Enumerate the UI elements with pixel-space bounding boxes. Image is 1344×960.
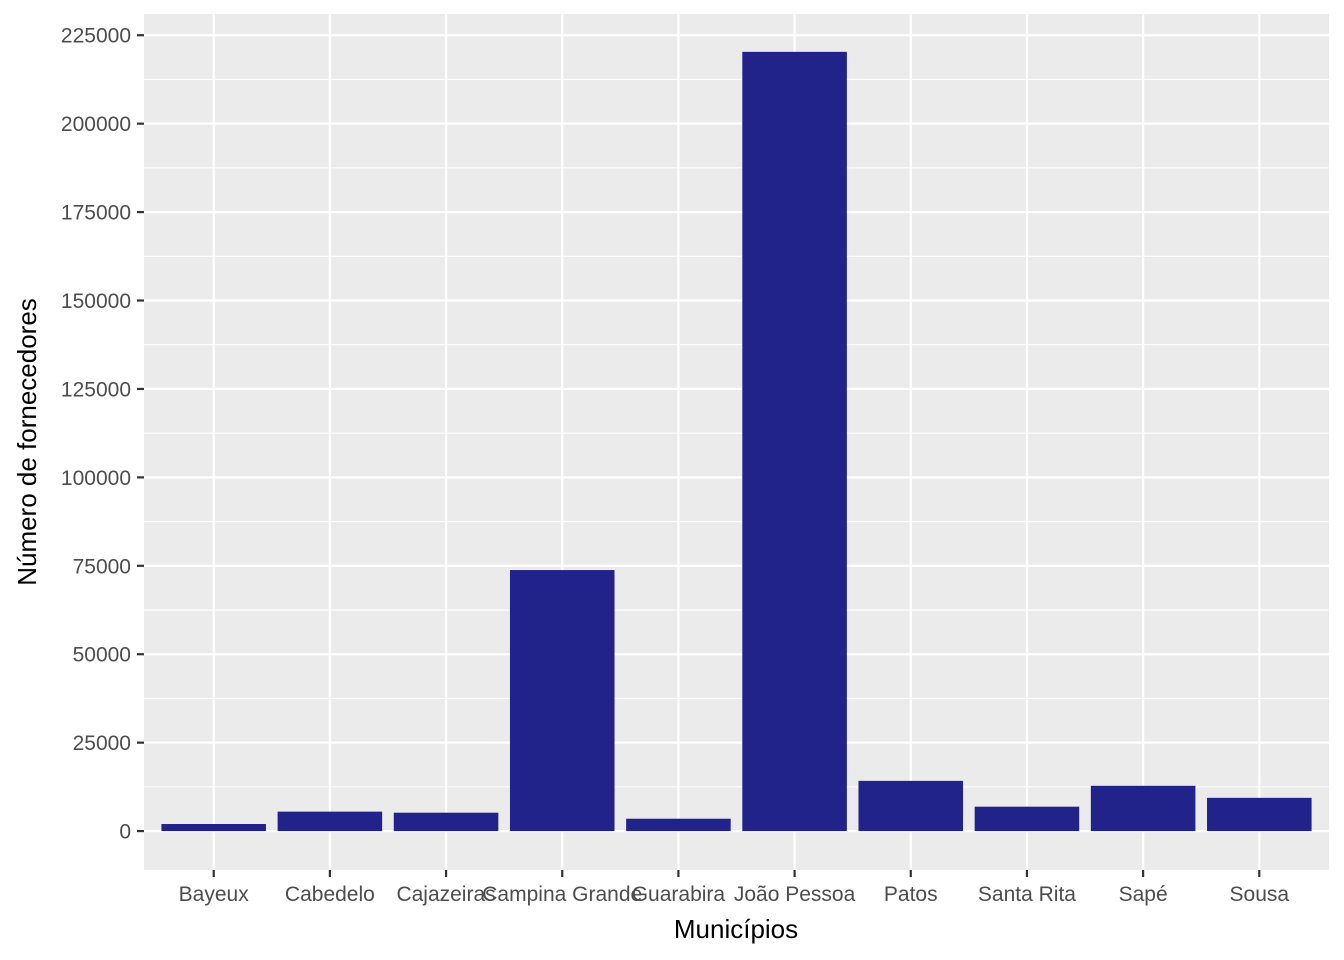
x-tick-label: Guarabira: [632, 883, 726, 906]
y-axis-title: Número de fornecedores: [12, 298, 42, 586]
y-tick-label: 125000: [61, 378, 131, 401]
x-tick-label: Sousa: [1230, 883, 1290, 906]
y-tick-label: 175000: [61, 202, 131, 225]
bar-cajazeiras: [393, 812, 499, 832]
y-tick-label: 225000: [61, 25, 131, 48]
x-tick-label: Cabedelo: [285, 883, 375, 906]
x-tick-label: João Pessoa: [734, 883, 856, 906]
bar-santa-rita: [974, 806, 1080, 832]
plot-panel: [144, 14, 1329, 870]
x-tick-label: Campina Grande: [482, 883, 642, 906]
bar-cabedelo: [277, 811, 383, 832]
bar-patos: [858, 780, 964, 832]
major-gridlines: [144, 14, 1329, 870]
y-tick-label: 150000: [61, 290, 131, 313]
bar-bayeux: [161, 824, 266, 832]
x-tick-label: Patos: [884, 883, 938, 906]
x-axis-title: Municípios: [674, 914, 798, 944]
bar-guarabira: [626, 818, 731, 832]
y-tick-label: 25000: [73, 732, 131, 755]
bars: [161, 51, 1312, 832]
y-tick-label: 75000: [73, 555, 131, 578]
y-tick-label: 200000: [61, 113, 131, 136]
bar-sousa: [1207, 797, 1312, 832]
bar-jo-o-pessoa: [742, 51, 847, 832]
x-tick-label: Bayeux: [179, 883, 250, 906]
x-tick-label: Cajazeiras: [396, 883, 495, 906]
y-tick-label: 100000: [61, 467, 131, 490]
y-tick-label: 50000: [73, 644, 131, 667]
y-tick-label: 0: [119, 821, 131, 844]
x-tick-label: Santa Rita: [978, 883, 1076, 906]
bar-sap-: [1090, 785, 1196, 832]
x-tick-label: Sapé: [1119, 883, 1168, 906]
minor-gridlines: [144, 78, 1329, 788]
bar-campina-grande: [509, 570, 615, 832]
y-axis: 0 25000 50000 75000 100000 125000 150000 175000…: [61, 25, 144, 844]
